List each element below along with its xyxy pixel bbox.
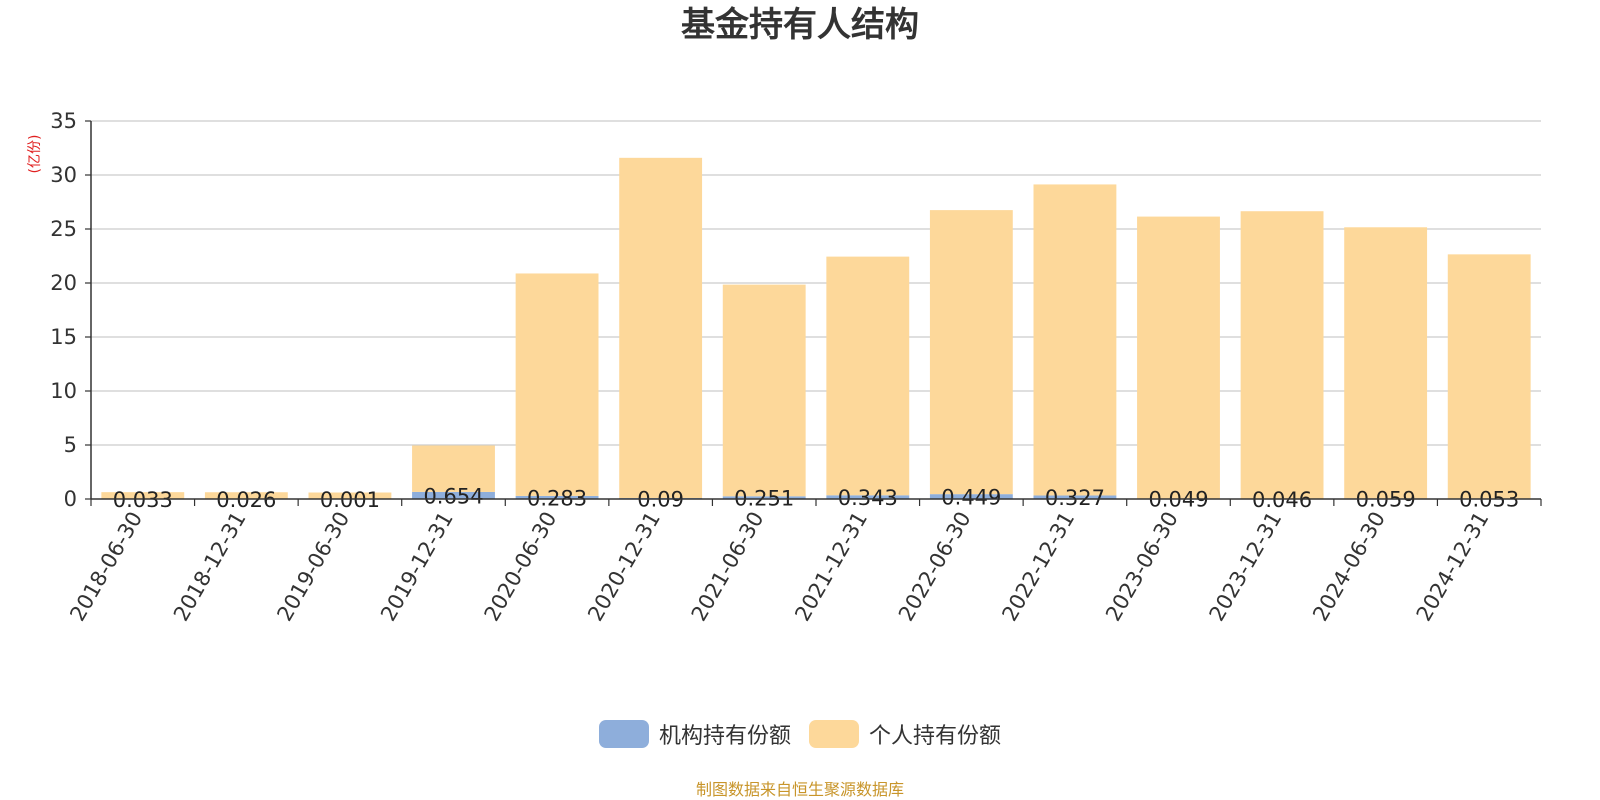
legend-swatch-institution	[598, 720, 649, 748]
bar-individual[interactable]	[515, 273, 599, 496]
data-labels: 0.033 0.026 0.001 0.654 0.283 0.09 0.251 0.343 0…	[113, 484, 1520, 512]
data-label-institution: 0.343	[838, 486, 898, 510]
legend-swatch-individual	[809, 720, 859, 748]
y-tick-label: 15	[50, 325, 77, 349]
bar-individual[interactable]	[204, 492, 288, 499]
bar-individual[interactable]	[101, 492, 185, 499]
y-tick-label: 5	[64, 433, 77, 457]
y-tick-label: 35	[50, 109, 77, 133]
legend-item-institution[interactable]: 机构持有份额	[598, 718, 791, 750]
x-tick-label: 2019-06-30	[272, 508, 354, 626]
x-tick-label: 2022-06-30	[894, 508, 976, 626]
legend-label-individual: 个人持有份额	[869, 724, 1002, 749]
x-tick-label: 2020-06-30	[480, 508, 562, 626]
x-tick-label: 2022-12-31	[997, 508, 1079, 626]
bar-institution[interactable]	[929, 494, 1013, 499]
bar-institution[interactable]	[722, 496, 806, 499]
x-tick-label: 2020-12-31	[583, 508, 665, 626]
x-tick-label: 2023-06-30	[1101, 508, 1183, 626]
x-tick-label: 2018-12-31	[169, 508, 251, 626]
bar-institution[interactable]	[826, 495, 910, 499]
bar-individual[interactable]	[1447, 254, 1531, 499]
data-label-institution: 0.033	[113, 488, 173, 512]
bar-individual[interactable]	[929, 210, 1013, 495]
bar-individual[interactable]	[619, 157, 703, 499]
grid-lines	[91, 120, 1541, 446]
x-tick-label: 2024-12-31	[1412, 508, 1494, 626]
data-label-institution: 0.001	[320, 488, 380, 512]
x-tick-label: 2018-06-30	[65, 508, 147, 626]
bar-individual[interactable]	[826, 256, 910, 496]
bar-individual[interactable]	[412, 445, 495, 492]
x-tick-label: 2024-06-30	[1308, 508, 1390, 626]
bar-institution[interactable]	[1033, 495, 1117, 499]
x-tick-label: 2019-12-31	[376, 508, 458, 626]
x-tick-label: 2023-12-31	[1205, 508, 1287, 626]
data-label-institution: 0.046	[1252, 488, 1312, 512]
y-tick-label: 10	[50, 379, 77, 403]
x-tick-label: 2021-06-30	[687, 508, 769, 626]
bar-individual[interactable]	[722, 284, 806, 497]
data-label-institution: 0.026	[216, 488, 276, 512]
bars	[101, 157, 1531, 499]
legend-label-institution: 机构持有份额	[658, 724, 791, 749]
data-label-institution: 0.327	[1045, 486, 1105, 510]
legend: 机构持有份额 个人持有份额	[0, 718, 1600, 750]
x-tick-label: 2021-12-31	[790, 508, 872, 626]
data-label-institution: 0.654	[423, 484, 483, 508]
bar-individual[interactable]	[1137, 216, 1220, 499]
y-tick-label: 0	[64, 487, 77, 511]
chart-title: 基金持有人结构	[681, 5, 919, 45]
bar-individual[interactable]	[1240, 211, 1324, 499]
legend-item-individual[interactable]: 个人持有份额	[809, 718, 1001, 750]
bar-individual[interactable]	[308, 492, 392, 499]
bar-individual[interactable]	[1033, 184, 1117, 496]
y-tick-label: 25	[50, 217, 77, 241]
data-label-institution: 0.449	[941, 486, 1001, 510]
bar-chart: 0.033 0.026 0.001 0.654 0.283 0.09 0.251 0.343 0…	[50, 109, 1542, 626]
bar-institution[interactable]	[515, 495, 599, 499]
bar-institution[interactable]	[412, 491, 495, 499]
bar-individual[interactable]	[1344, 227, 1428, 499]
source-note: 制图数据来自恒生聚源数据库	[695, 780, 904, 799]
y-tick-label: 20	[50, 271, 77, 295]
y-tick-label: 30	[50, 163, 77, 187]
